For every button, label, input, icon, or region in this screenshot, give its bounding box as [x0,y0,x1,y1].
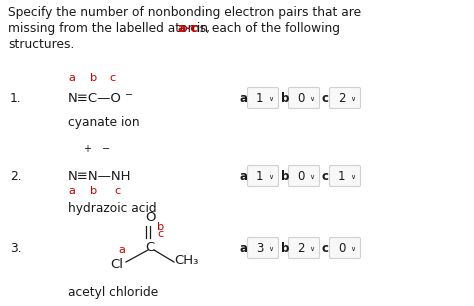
Text: a: a [68,186,75,196]
Text: 3.: 3. [10,241,22,255]
Text: 0: 0 [297,170,304,182]
FancyBboxPatch shape [247,88,279,109]
FancyBboxPatch shape [289,88,319,109]
FancyBboxPatch shape [329,166,361,186]
Text: b: b [281,241,289,255]
Text: 0: 0 [297,91,304,105]
Text: ∨: ∨ [309,174,314,180]
Text: Specify the number of nonbonding electron pairs that are: Specify the number of nonbonding electro… [8,6,361,19]
Text: hydrazoic acid: hydrazoic acid [68,202,156,215]
Text: 2: 2 [297,241,304,255]
Text: b: b [157,222,164,232]
FancyBboxPatch shape [329,88,361,109]
Text: ∨: ∨ [350,246,355,252]
Text: ∨: ∨ [350,96,355,102]
Text: 2: 2 [338,91,346,105]
FancyBboxPatch shape [247,166,279,186]
Text: +: + [83,144,91,154]
Text: in each of the following: in each of the following [193,22,340,35]
Text: a: a [118,245,125,255]
Text: −: − [102,144,110,154]
Text: a: a [240,170,248,182]
Text: N≡N—NH: N≡N—NH [68,170,131,182]
FancyBboxPatch shape [247,237,279,259]
Text: 1: 1 [256,170,264,182]
Text: missing from the labelled atoms,: missing from the labelled atoms, [8,22,214,35]
Text: 1: 1 [338,170,346,182]
Text: c: c [114,186,120,196]
Text: ∨: ∨ [268,96,273,102]
Text: ∨: ∨ [309,246,314,252]
Text: a: a [68,73,75,83]
Text: ∨: ∨ [309,96,314,102]
Text: 1: 1 [256,91,264,105]
Text: b: b [281,91,289,105]
Text: ∨: ∨ [268,174,273,180]
Text: b: b [281,170,289,182]
FancyBboxPatch shape [329,237,361,259]
Text: a: a [240,91,248,105]
Text: acetyl chloride: acetyl chloride [68,286,158,299]
Text: 1.: 1. [10,91,22,105]
Text: ∨: ∨ [268,246,273,252]
Text: ∨: ∨ [350,174,355,180]
FancyBboxPatch shape [289,166,319,186]
Text: c: c [157,229,163,239]
Text: Cl: Cl [110,258,123,271]
Text: a-c: a-c [178,22,199,35]
Text: b: b [90,73,97,83]
Text: −: − [125,90,133,100]
Text: O: O [145,211,155,224]
Text: 0: 0 [338,241,346,255]
Text: c: c [322,170,329,182]
Text: a: a [240,241,248,255]
Text: N≡C—O: N≡C—O [68,91,122,105]
Text: c: c [322,91,329,105]
Text: c: c [109,73,115,83]
Text: CH₃: CH₃ [174,253,199,267]
Text: c: c [322,241,329,255]
Text: b: b [90,186,97,196]
Text: cyanate ion: cyanate ion [68,116,140,129]
Text: structures.: structures. [8,38,74,51]
FancyBboxPatch shape [289,237,319,259]
Text: 2.: 2. [10,170,22,182]
Text: C: C [145,241,154,253]
Text: 3: 3 [256,241,264,255]
